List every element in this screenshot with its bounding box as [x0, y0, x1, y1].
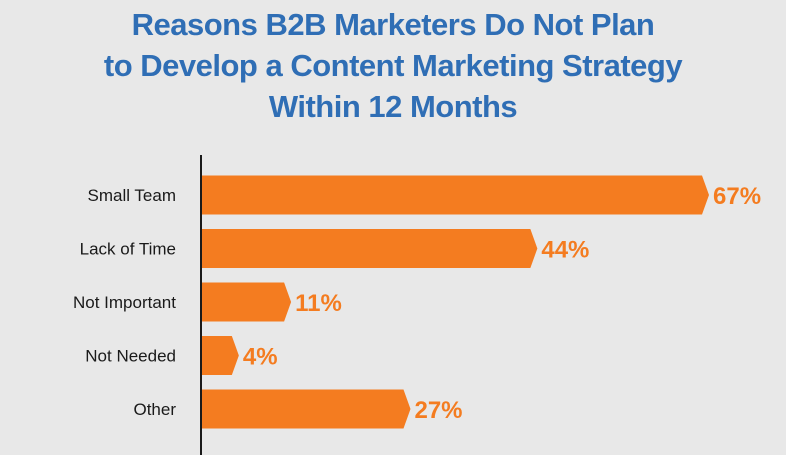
chart-title-line-3: Within 12 Months [268, 89, 518, 124]
bar-not-important [202, 282, 292, 322]
chart-title: Reasons B2B Marketers Do Not Plan to Dev… [0, 4, 786, 127]
value-label-not-important: 11% [295, 290, 342, 317]
bar-other [202, 389, 411, 429]
bar-small-team [202, 175, 709, 215]
category-label-not-needed: Not Needed [85, 347, 176, 366]
value-label-small-team: 67% [713, 183, 761, 210]
category-label-small-team: Small Team [88, 186, 177, 205]
value-label-other: 27% [414, 397, 462, 424]
value-label-not-needed: 4% [243, 344, 278, 371]
bar-not-needed [202, 336, 239, 375]
value-label-lack-of-time: 44% [541, 237, 589, 264]
category-label-other: Other [133, 400, 176, 419]
chart-title-line-2: to Develop a Content Marketing Strategy [103, 48, 683, 83]
bar-lack-of-time [202, 229, 538, 268]
bars-group: Small Team 67% Lack of Time 44% Not Importan… [73, 175, 761, 429]
category-label-not-important: Not Important [73, 293, 176, 312]
chart-title-line-1: Reasons B2B Marketers Do Not Plan [131, 7, 655, 42]
category-label-lack-of-time: Lack of Time [80, 240, 176, 259]
